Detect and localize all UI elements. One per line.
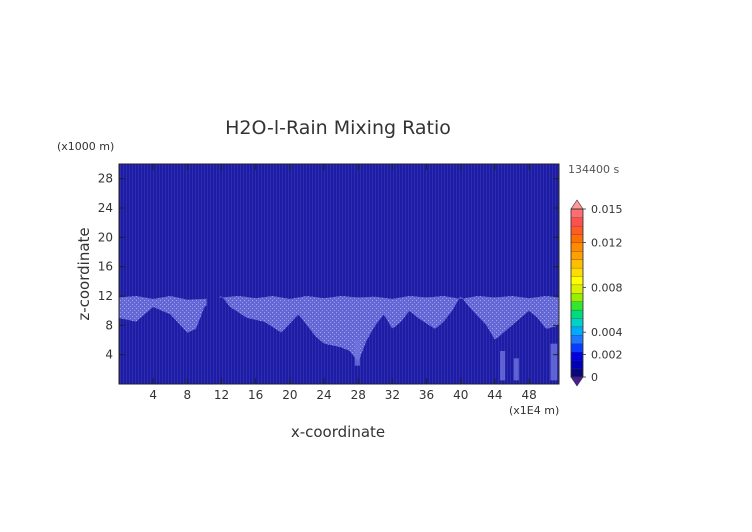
colorbar-level bbox=[570, 259, 584, 269]
x-tick-label: 48 bbox=[521, 388, 536, 402]
chart-title: H2O-l-Rain Mixing Ratio bbox=[225, 117, 451, 139]
colorbar-level bbox=[570, 351, 584, 361]
colorbar-level bbox=[570, 217, 584, 227]
x-tick-label: 8 bbox=[184, 388, 192, 402]
x-tick-label: 4 bbox=[149, 388, 157, 402]
colorbar-tick-label: 0 bbox=[591, 371, 598, 384]
x-tick-label: 20 bbox=[282, 388, 297, 402]
colorbar-level bbox=[570, 326, 584, 336]
y-tick-label: 4 bbox=[105, 348, 113, 362]
x-tick-label: 32 bbox=[385, 388, 400, 402]
x-unit-label: (x1E4 m) bbox=[509, 404, 559, 417]
trace-rain-speckle bbox=[119, 296, 207, 333]
colorbar-over-triangle bbox=[570, 199, 584, 210]
colorbar-level bbox=[570, 250, 584, 260]
colorbar-level bbox=[570, 276, 584, 286]
colorbar-level bbox=[570, 360, 584, 370]
colorbar-tick-label: 0.002 bbox=[591, 349, 623, 362]
time-label: 134400 s bbox=[568, 163, 619, 176]
colorbar-level bbox=[570, 309, 584, 319]
colorbar: 0 0.002 0.004 0.008 0.012 0.015 bbox=[570, 199, 623, 387]
colorbar-tick-label: 0.008 bbox=[591, 281, 623, 294]
colorbar-level bbox=[570, 242, 584, 252]
colorbar-level bbox=[570, 208, 584, 218]
y-tick-label: 20 bbox=[98, 230, 113, 244]
x-tick-label: 16 bbox=[248, 388, 263, 402]
x-tick-label: 44 bbox=[487, 388, 502, 402]
colorbar-level bbox=[570, 368, 584, 378]
heatmap-plot bbox=[119, 164, 559, 384]
field-texture bbox=[119, 164, 559, 384]
colorbar-level bbox=[570, 318, 584, 328]
colorbar-level bbox=[570, 284, 584, 294]
x-tick-label: 12 bbox=[214, 388, 229, 402]
colorbar-level bbox=[570, 301, 584, 311]
trace-rain-column bbox=[354, 340, 360, 366]
trace-rain-column bbox=[550, 343, 558, 381]
y-tick-label: 24 bbox=[98, 201, 113, 215]
x-axis-label: x-coordinate bbox=[291, 423, 385, 441]
y-unit-label: (x1000 m) bbox=[57, 140, 114, 153]
y-axis-label: z-coordinate bbox=[75, 227, 93, 320]
colorbar-level bbox=[570, 292, 584, 302]
colorbar-level bbox=[570, 334, 584, 344]
trace-rain-column bbox=[513, 358, 519, 381]
y-tick-label: 16 bbox=[98, 260, 113, 274]
trace-rain-speckle bbox=[219, 296, 559, 362]
y-tick-label: 12 bbox=[98, 289, 113, 303]
y-tick-label: 8 bbox=[105, 318, 113, 332]
colorbar-level bbox=[570, 234, 584, 244]
plot-frame bbox=[118, 163, 560, 385]
x-tick-label: 28 bbox=[351, 388, 366, 402]
x-tick-label: 24 bbox=[316, 388, 331, 402]
trace-rain-column bbox=[500, 351, 506, 381]
colorbar-tick-label: 0.004 bbox=[591, 326, 623, 339]
colorbar-level bbox=[570, 225, 584, 235]
x-tick-label: 40 bbox=[453, 388, 468, 402]
x-tick-label: 36 bbox=[419, 388, 434, 402]
colorbar-frame bbox=[570, 208, 584, 378]
y-tick-label: 28 bbox=[98, 172, 113, 186]
colorbar-tick-label: 0.015 bbox=[591, 203, 623, 216]
colorbar-level bbox=[570, 343, 584, 353]
colorbar-under-triangle bbox=[570, 376, 584, 387]
colorbar-level bbox=[570, 267, 584, 277]
colorbar-tick-label: 0.012 bbox=[591, 237, 623, 250]
